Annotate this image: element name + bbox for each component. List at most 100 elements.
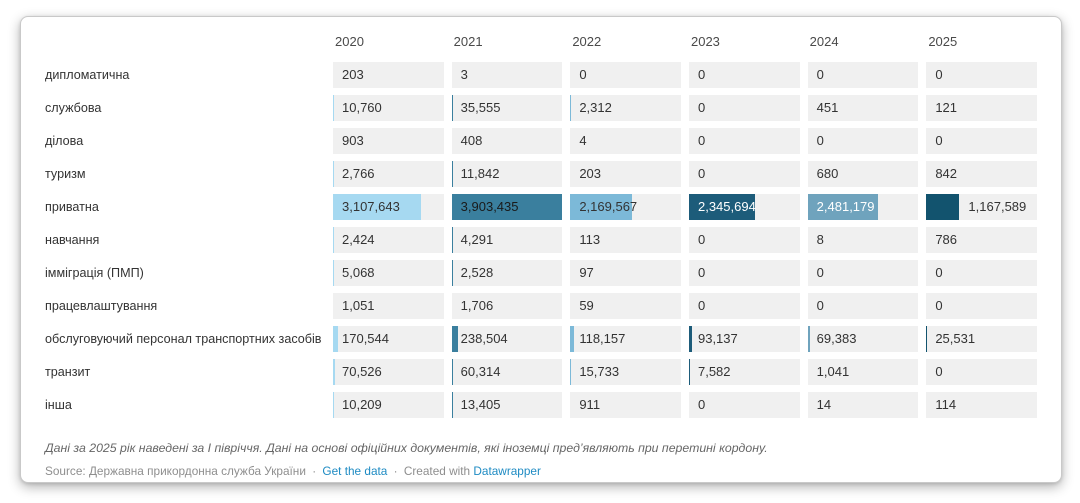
cell-value: 1,041 [816, 364, 850, 379]
cell-value: 786 [935, 232, 958, 247]
cell-value: 0 [697, 298, 706, 313]
cell-value: 2,528 [460, 265, 494, 280]
cell-value: 0 [697, 100, 706, 115]
value-bar [333, 194, 422, 220]
cell-value: 0 [816, 298, 824, 313]
cell-value: 0 [697, 133, 706, 148]
table-cell: 0 [570, 62, 681, 88]
cell-value: 903 [342, 133, 364, 148]
cell-value: 0 [935, 67, 943, 82]
cell-value: 238,504 [460, 331, 508, 346]
cell-value: 2,169,567 [579, 199, 638, 214]
table-cell: 0 [926, 359, 1037, 385]
table-cell: 170,544 [333, 326, 444, 352]
table-cell: 911 [570, 392, 681, 418]
cell-value: 680 [816, 166, 839, 181]
value-bar [570, 359, 572, 385]
cell-value: 451 [816, 100, 839, 115]
table-cell: 15,733 [570, 359, 681, 385]
value-bar [333, 260, 334, 286]
table-cell: 0 [688, 95, 800, 121]
table-cell: 0 [688, 392, 800, 418]
table-cell: 0 [926, 128, 1037, 154]
table-cell: 2,312 [570, 95, 681, 121]
value-bar [570, 326, 574, 352]
source-line: Source: Державна прикордонна служба Укра… [45, 464, 1037, 478]
corner-header [45, 29, 325, 55]
cell-value: 0 [697, 265, 706, 280]
cell-value: 13,405 [460, 397, 501, 412]
cell-value: 10,209 [342, 397, 382, 412]
table-cell: 238,504 [451, 326, 563, 352]
value-bar [451, 359, 454, 385]
table-cell: 0 [688, 62, 800, 88]
row-label: туризм [45, 167, 86, 181]
cell-value: 408 [460, 133, 483, 148]
table-cell: 0 [807, 62, 919, 88]
table-cell: 35,555 [451, 95, 563, 121]
table-cell: 1,051 [333, 293, 444, 319]
cell-value: 0 [816, 133, 824, 148]
cell-value: 4 [579, 133, 587, 148]
cell-value: 0 [935, 265, 943, 280]
table-cell: 4 [570, 128, 681, 154]
table-cell: 2,528 [451, 260, 563, 286]
cell-value: 8 [816, 232, 824, 247]
cell-value: 0 [816, 67, 824, 82]
table-cell: 1,167,589 [926, 194, 1037, 220]
table-cell: 0 [688, 227, 800, 253]
year-column-header: 2024 [809, 34, 839, 49]
table-cell: 0 [807, 128, 919, 154]
value-bar [451, 392, 453, 418]
table-cell: 97 [570, 260, 681, 286]
year-column-header: 2021 [453, 34, 483, 49]
get-data-link[interactable]: Get the data [322, 463, 388, 478]
table-cell: 10,760 [333, 95, 444, 121]
cell-value: 97 [579, 265, 594, 280]
row-label: імміграція (ПМП) [45, 266, 144, 280]
table-cell: 3,903,435 [451, 194, 563, 220]
value-bar [333, 359, 335, 385]
cell-value: 0 [579, 67, 587, 82]
table-cell: 8 [807, 227, 919, 253]
cell-value: 5,068 [342, 265, 375, 280]
cell-value: 59 [579, 298, 594, 313]
table-cell: 0 [688, 161, 800, 187]
value-bar [926, 326, 928, 352]
cell-value: 0 [935, 298, 943, 313]
year-column-header: 2022 [572, 34, 602, 49]
table-cell: 0 [926, 293, 1037, 319]
cell-value: 2,312 [579, 100, 612, 115]
row-label: ділова [45, 134, 84, 148]
cell-value: 1,706 [460, 298, 494, 313]
table-cell: 10,209 [333, 392, 444, 418]
value-bar [451, 161, 453, 187]
value-bar [570, 95, 572, 121]
cell-value: 15,733 [579, 364, 620, 379]
value-bar [333, 326, 338, 352]
year-column-header: 2020 [335, 34, 364, 49]
cell-value: 113 [579, 232, 601, 247]
cell-value: 1,051 [342, 298, 375, 313]
table-cell: 2,169,567 [570, 194, 681, 220]
cell-value: 70,526 [342, 364, 382, 379]
row-label: навчання [45, 233, 100, 247]
value-bar [807, 194, 878, 220]
value-bar [333, 227, 334, 253]
cell-value: 14 [816, 397, 832, 412]
cell-value: 1,167,589 [968, 199, 1027, 214]
cell-value: 2,424 [342, 232, 375, 247]
value-bar [807, 326, 810, 352]
cell-value: 93,137 [697, 331, 738, 346]
table-cell: 0 [807, 293, 919, 319]
cell-value: 0 [935, 133, 943, 148]
value-bar [451, 227, 453, 253]
table-cell: 0 [926, 62, 1037, 88]
datawrapper-link[interactable]: Datawrapper [473, 463, 541, 478]
chart-note: Дані за 2025 рік наведені за І півріччя.… [45, 441, 768, 455]
table-cell: 0 [688, 260, 800, 286]
chart-card: 2020 2021 2022 2023 2024 2025 дипломатична 203 3… [20, 16, 1062, 483]
table-cell: 0 [688, 293, 800, 319]
table-cell: 60,314 [451, 359, 563, 385]
value-bar [451, 95, 453, 121]
